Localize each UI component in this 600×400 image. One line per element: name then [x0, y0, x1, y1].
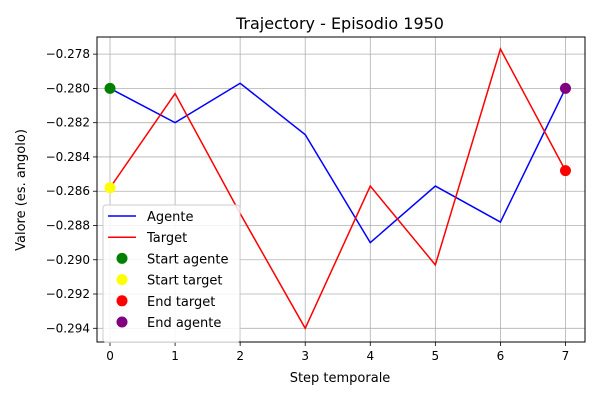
- x-tick-label: 1: [171, 349, 179, 363]
- x-tick-label: 7: [562, 349, 570, 363]
- series-line-target: [109, 47, 567, 330]
- x-tick-label: 3: [301, 349, 309, 363]
- y-tick-label: −0.278: [46, 47, 90, 61]
- x-axis-label: Step temporale: [290, 371, 391, 386]
- plot-frame: [96, 36, 586, 343]
- x-axis-ticks: 0 1 2 3 4 5 6 7: [106, 342, 569, 363]
- legend-label: Start target: [147, 274, 222, 289]
- legend-swatch-dot: [116, 274, 128, 286]
- y-tick-label: −0.282: [46, 116, 90, 130]
- legend-box: [102, 204, 241, 343]
- y-tick-label: −0.284: [46, 150, 90, 164]
- legend-label: Agente: [147, 210, 193, 225]
- y-axis-ticks: −0.294 −0.292 −0.290 −0.288 −0.286 −0.284 −0.2…: [46, 47, 97, 335]
- marker-start-agente: [104, 82, 116, 94]
- y-tick-label: −0.294: [46, 321, 90, 335]
- marker-start-target: [104, 182, 116, 194]
- marker-end-agente: [559, 82, 571, 94]
- legend-label: Start agente: [147, 252, 228, 267]
- y-tick-label: −0.290: [46, 253, 90, 267]
- series-line-agente: [109, 82, 567, 244]
- y-tick-label: −0.288: [46, 218, 90, 232]
- legend-item: End target: [116, 295, 215, 310]
- series-lines: [109, 47, 567, 330]
- x-tick-label: 4: [366, 349, 374, 363]
- legend-swatch-dot: [116, 316, 128, 328]
- x-tick-label: 6: [497, 349, 505, 363]
- legend-item: Target: [108, 231, 187, 246]
- legend-swatch-dot: [116, 295, 128, 307]
- y-tick-label: −0.280: [46, 81, 90, 95]
- y-tick-label: −0.292: [46, 287, 90, 301]
- legend: Agente Target Start agente Start target End …: [102, 204, 241, 343]
- marker-end-target: [559, 165, 571, 177]
- y-tick-label: −0.286: [46, 184, 90, 198]
- legend-item: Start agente: [116, 252, 228, 267]
- chart-title: Trajectory - Episodio 1950: [235, 14, 444, 33]
- legend-item: Start target: [116, 274, 222, 289]
- x-tick-label: 2: [236, 349, 244, 363]
- y-axis-label: Valore (es. angolo): [14, 129, 29, 251]
- legend-label: End target: [147, 295, 215, 310]
- legend-label: Target: [146, 231, 187, 246]
- x-tick-label: 0: [106, 349, 114, 363]
- legend-item: Agente: [108, 210, 193, 225]
- legend-label: End agente: [147, 316, 221, 331]
- x-tick-label: 5: [432, 349, 440, 363]
- legend-item: End agente: [116, 316, 221, 331]
- series-markers: [104, 82, 571, 194]
- legend-swatch-dot: [116, 252, 128, 264]
